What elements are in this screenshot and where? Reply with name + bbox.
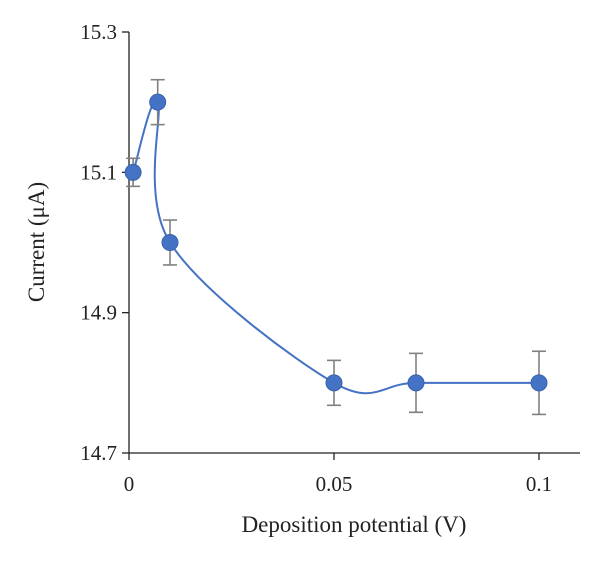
x-axis-title: Deposition potential (V) [242,512,467,537]
y-ticks: 14.7 14.9 15.1 15.3 [80,20,129,465]
data-point [149,93,167,111]
axes [128,32,580,454]
data-point [530,374,548,392]
x-tick-label: 0.1 [526,472,552,496]
series-line [132,99,539,395]
data-point [161,234,179,251]
y-tick-label: 14.7 [80,441,117,465]
x-tick-label: 0.05 [316,472,353,496]
plot-area [124,78,548,416]
y-tick-label: 14.9 [80,301,117,325]
data-point [325,374,343,392]
y-tick-label: 15.3 [80,20,117,44]
x-tick-label: 0 [124,472,135,496]
x-ticks: 0 0.05 0.1 [124,453,552,496]
data-point [407,374,425,392]
y-tick-label: 15.1 [80,160,117,184]
data-point [124,163,142,181]
y-axis-title: Current (μA) [24,182,49,302]
